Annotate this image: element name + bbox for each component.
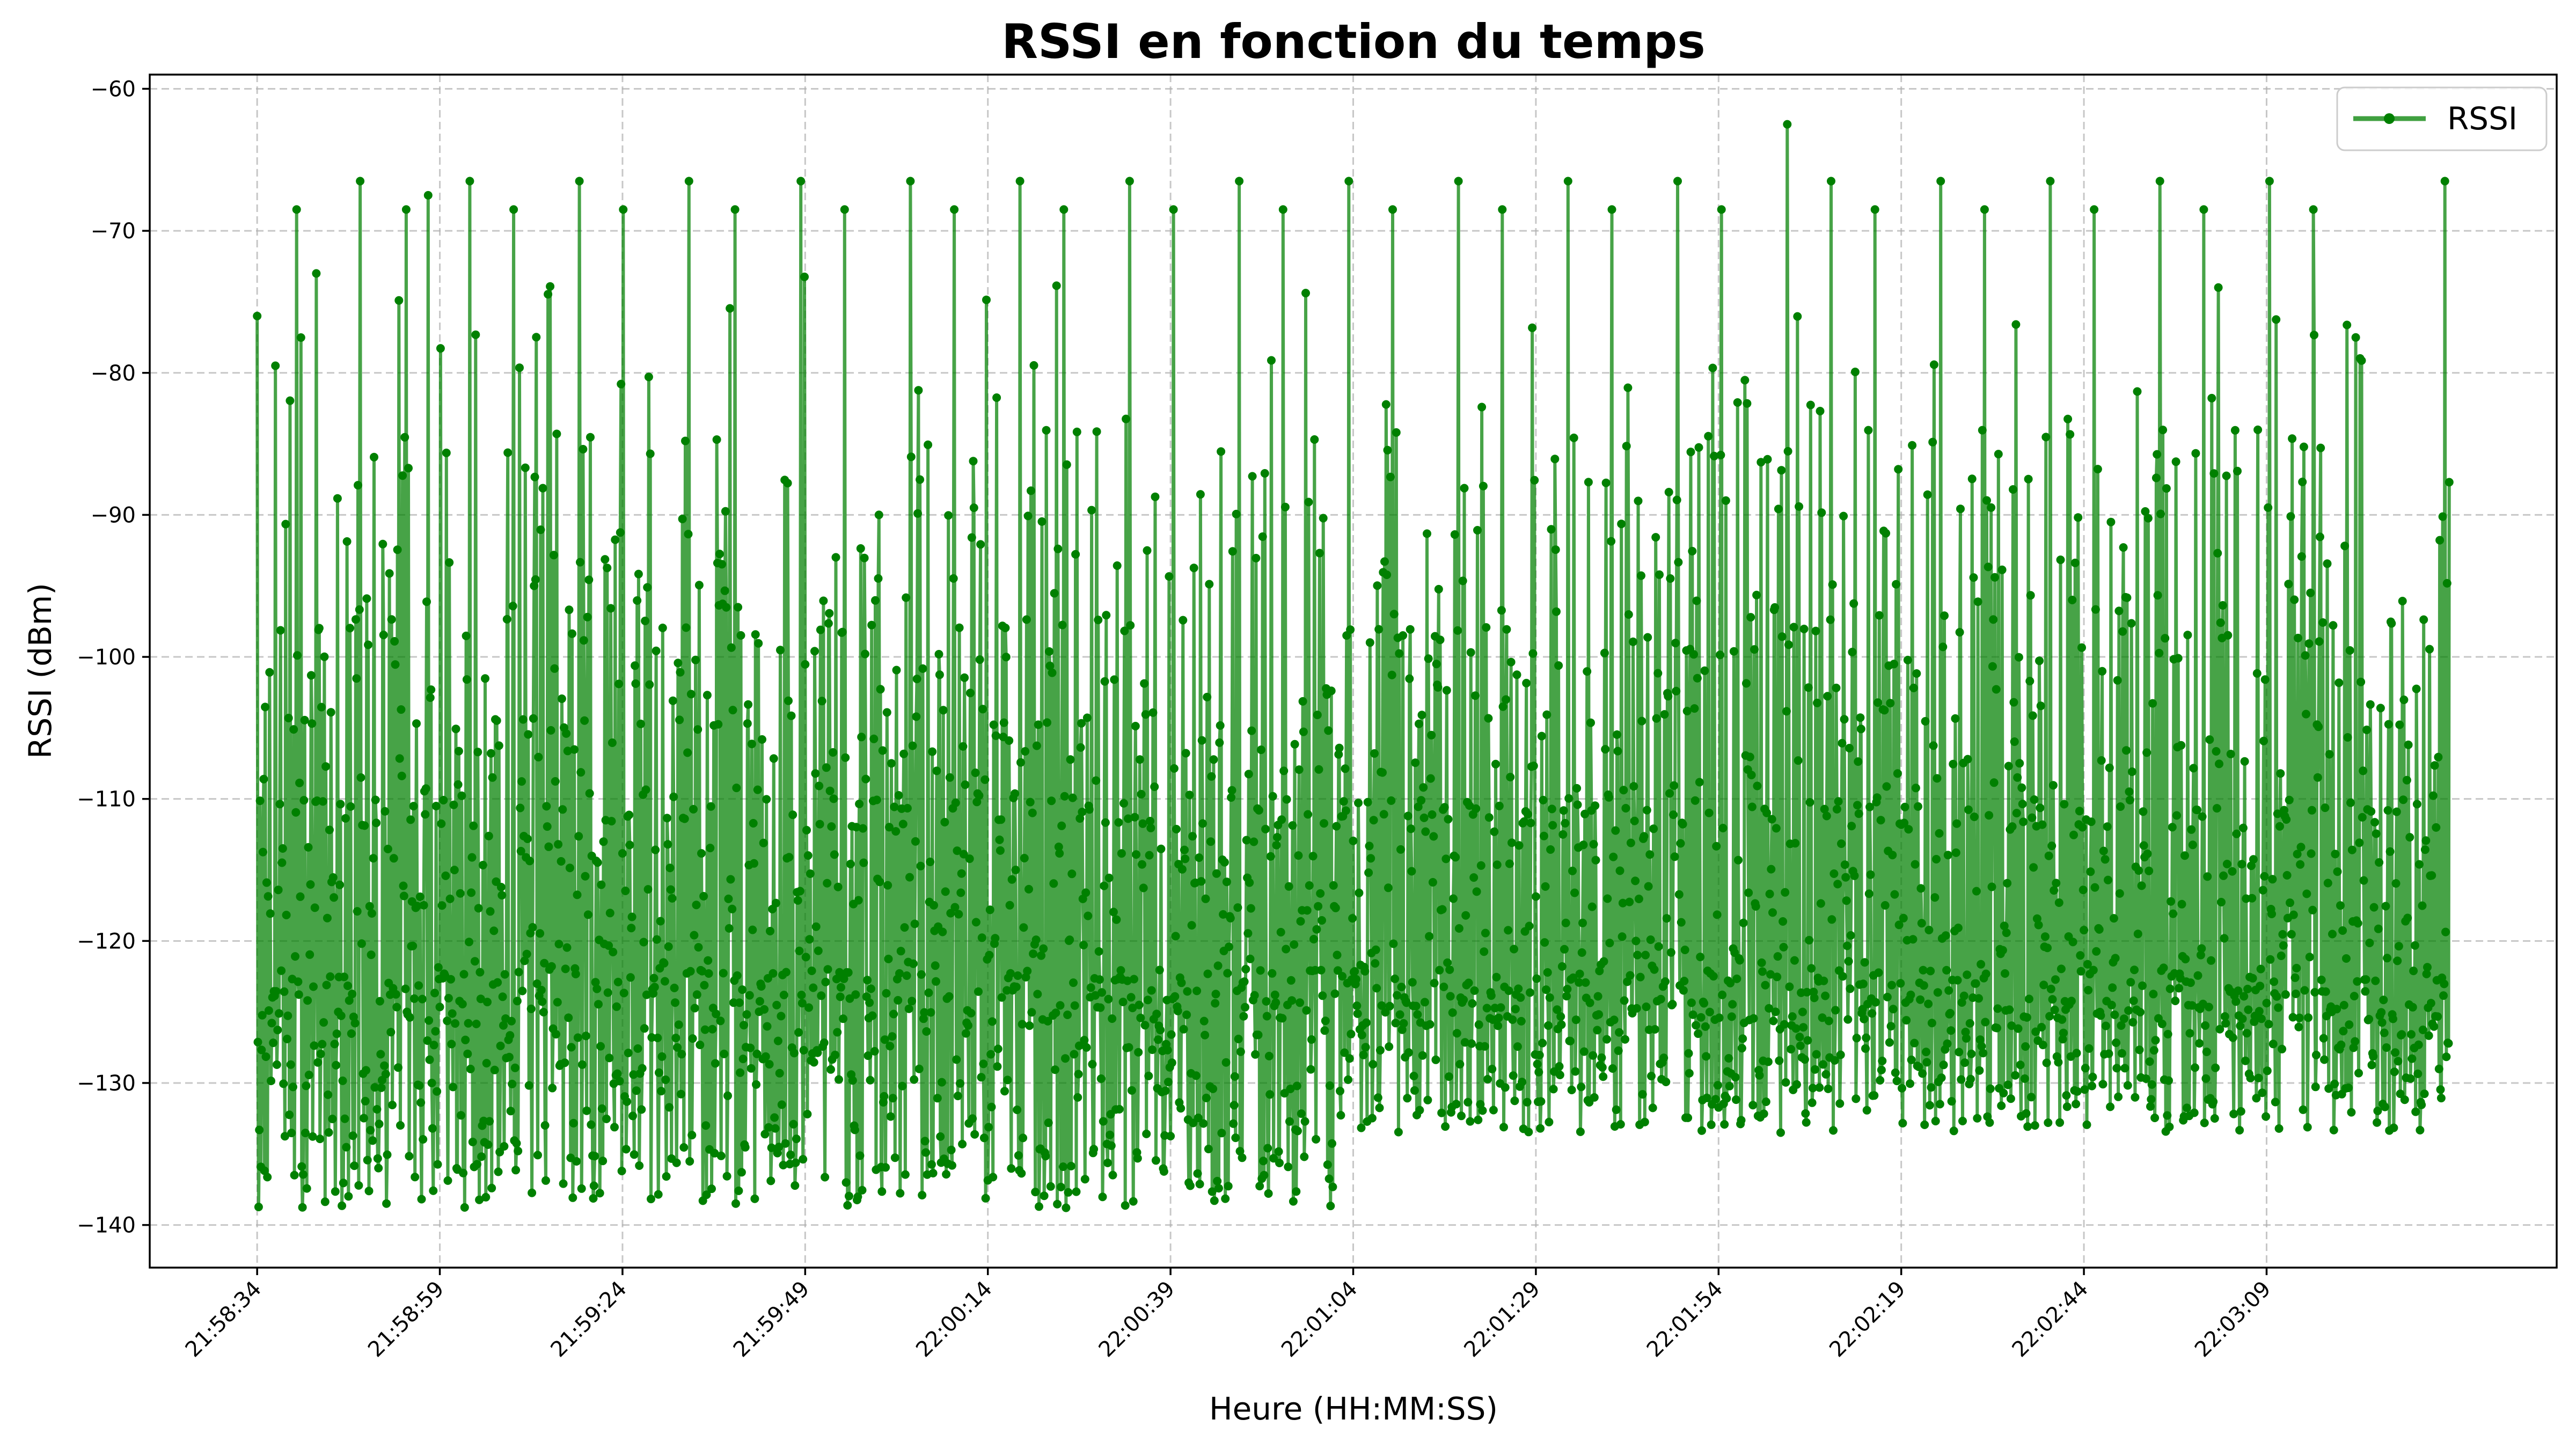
y-axis-label: RSSI (dBm) (22, 583, 58, 759)
y-tick-label: −140 (77, 1213, 136, 1238)
legend: RSSI (2336, 86, 2548, 151)
y-tick-label: −70 (91, 219, 136, 244)
y-tick-label: −130 (77, 1071, 136, 1096)
series-rssi-markers (253, 120, 2454, 1212)
y-tick-label: −60 (91, 77, 136, 101)
chart-title: RSSI en fonction du temps (1001, 14, 1706, 69)
y-tick-label: −80 (91, 361, 136, 386)
y-tick-label: −90 (91, 503, 136, 528)
y-tick-label: −110 (77, 787, 136, 812)
series-rssi (253, 120, 2454, 1212)
y-axis: −60 −70 −80 −90 −100 −110 −120 −130 −140 (77, 77, 150, 1238)
legend-box (2336, 86, 2548, 151)
legend-marker-swatch (2384, 113, 2395, 124)
legend-entry-rssi: RSSI (2447, 100, 2518, 137)
x-axis-label: Heure (HH:MM:SS) (1209, 1391, 1498, 1427)
y-tick-label: −100 (77, 645, 136, 670)
y-tick-label: −120 (77, 929, 136, 954)
